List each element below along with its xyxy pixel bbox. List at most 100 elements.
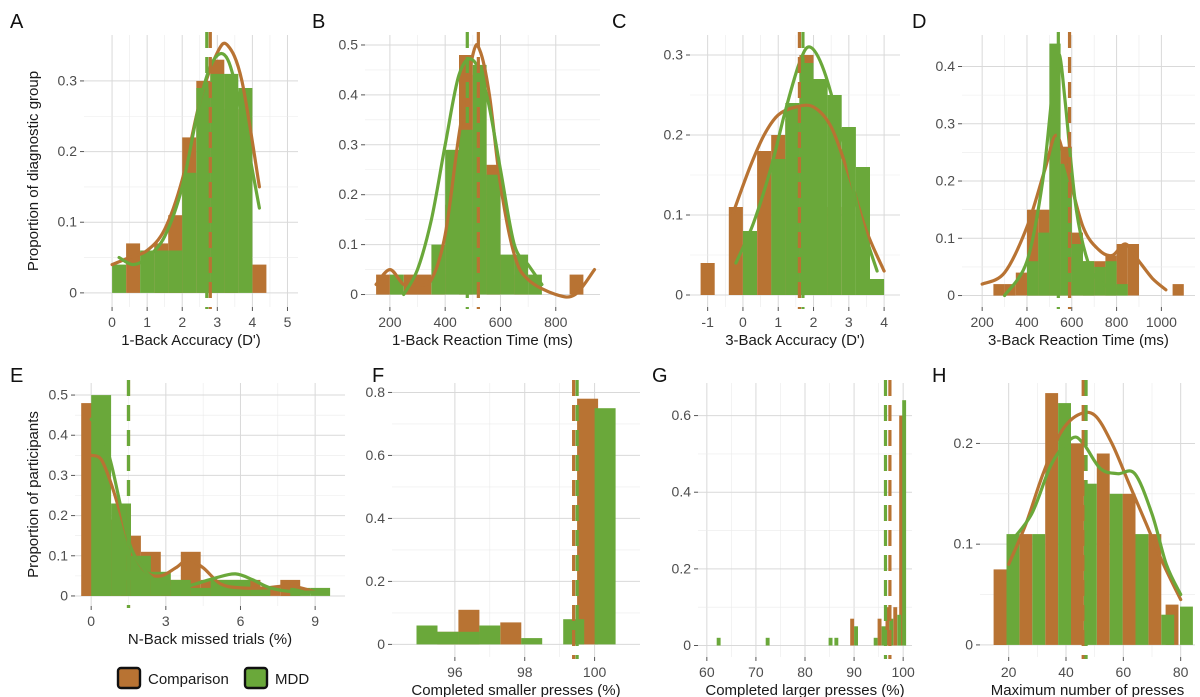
mdd-histogram-bar [190,587,211,596]
mdd-histogram-bar [854,626,858,646]
mdd-histogram-bar [870,279,885,295]
comparison-histogram-bar [877,618,882,646]
panel-g: 0 0.2 0.4 0.6 60 70 80 90 100 Completed larger pr… [652,365,915,697]
mdd-histogram-bar [1027,261,1039,296]
x-tick-label: 2 [810,314,818,330]
mdd-histogram-bar [1116,284,1128,296]
y-tick-label: 0.1 [936,230,956,246]
mdd-histogram-bar [771,159,786,295]
comparison-histogram-bar [252,264,267,293]
mdd-histogram-bar [785,103,800,295]
comparison-density-curve [374,43,597,299]
mdd-density-curve [89,417,322,594]
x-tick-label: 100 [583,664,607,680]
x-tick-label: 20 [1001,664,1017,680]
y-tick-label: 0.2 [954,435,974,451]
y-tick-label: 0.1 [954,536,974,552]
y-tick-label: 0 [69,284,77,300]
comparison-histogram-bar [1027,209,1039,296]
mdd-histogram-bar [500,254,515,295]
comparison-histogram-bar [1071,443,1084,645]
y-tick-label: 0.4 [339,86,359,102]
mdd-histogram-bar [210,73,225,293]
comparison-histogram-bar [993,569,1007,645]
mdd-histogram-bar [881,626,886,646]
y-tick-label: 0.8 [366,384,386,400]
comparison-histogram-bar [993,284,1005,296]
mdd-histogram-bar [1083,261,1095,296]
x-tick-label: 400 [433,314,457,330]
panel-letter: B [312,11,325,33]
mdd-histogram-bar [813,79,828,295]
y-tick-label: 0.4 [936,58,956,74]
mdd-histogram-bar [1071,244,1083,296]
mdd-histogram-bar [1060,163,1072,296]
mdd-histogram-bar [1038,232,1050,296]
comparison-histogram-bar [1096,453,1110,645]
comparison-histogram-bar [1116,244,1128,296]
x-tick-label: 1 [774,314,782,330]
x-tick-label: 100 [891,664,915,680]
mdd-density-curve [117,51,261,267]
x-tick-label: 3 [213,314,221,330]
mdd-histogram-bar [112,264,127,293]
mdd-histogram-bar [182,172,197,293]
mdd-histogram-bar [1058,403,1071,645]
y-axis-title: Proportion of participants [25,411,42,578]
panel-e: 0 0.1 0.2 0.3 0.4 0.5 0 3 6 9 N-Back missed trials… [10,365,345,648]
mdd-histogram-bar [1161,614,1175,645]
mdd-histogram-bar [458,631,480,645]
mdd-histogram-bar [1105,261,1117,296]
panel-letter: E [10,365,23,387]
y-tick-label: 0.1 [58,214,78,230]
x-tick-label: 800 [1105,314,1129,330]
mdd-histogram-bar [154,250,169,293]
y-tick-label: 0 [350,286,358,302]
comparison-histogram-bar [885,607,890,646]
y-tick-label: 0 [60,587,68,603]
mdd-histogram-bar [431,244,446,295]
y-tick-label: 0.1 [664,207,684,223]
y-tick-label: 0.3 [49,467,69,483]
x-tick-label: 0 [87,613,95,629]
comparison-histogram-bar [850,618,855,646]
x-tick-label: 0 [108,314,116,330]
x-axis-title: 3-Back Accuracy (D') [725,332,865,349]
x-tick-label: -1 [701,314,714,330]
mdd-histogram-bar [250,587,271,596]
panel-d: 0 0.1 0.2 0.3 0.4 200 400 600 800 1000 3-Back Reac… [912,11,1195,349]
panel-c: 0 0.1 0.2 0.3 -1 0 1 2 3 4 3-Back Accuracy (D') C [612,11,900,349]
panel-f: 0 0.2 0.4 0.6 0.8 96 98 100 Completed smaller pr… [366,365,640,697]
mdd-histogram-bar [742,231,757,295]
comparison-histogram-bar [577,398,599,645]
x-tick-label: 80 [797,664,813,680]
x-tick-label: 200 [378,314,402,330]
x-axis-title: 3-Back Reaction Time (ms) [988,332,1169,349]
y-tick-label: 0.3 [339,136,359,152]
x-tick-label: 1 [143,314,151,330]
legend-label: Comparison [148,671,229,688]
mdd-density-curve [402,57,544,297]
legend-item: MDD [243,666,309,690]
x-tick-label: 9 [311,613,319,629]
x-tick-label: 3 [845,314,853,330]
x-tick-label: 6 [237,613,245,629]
comparison-histogram-bar [1148,534,1162,645]
mdd-histogram-bar [897,614,902,646]
x-axis-title: Maximum number of presses [991,682,1184,697]
y-tick-label: 0.4 [366,510,386,526]
mdd-histogram-bar [210,579,231,596]
x-tick-label: 600 [489,314,513,330]
mdd-histogram-bar [1109,493,1123,645]
comparison-histogram-bar [893,607,898,646]
panel-letter: A [10,11,24,33]
x-tick-label: 200 [970,314,994,330]
comparison-histogram-bar [728,207,743,295]
mdd-histogram-bar [486,174,501,295]
comparison-histogram-bar [1019,534,1033,645]
x-tick-label: 4 [880,314,888,330]
x-tick-label: 5 [284,314,292,330]
legend-item: Comparison [116,666,229,690]
y-tick-label: 0.4 [672,484,692,500]
